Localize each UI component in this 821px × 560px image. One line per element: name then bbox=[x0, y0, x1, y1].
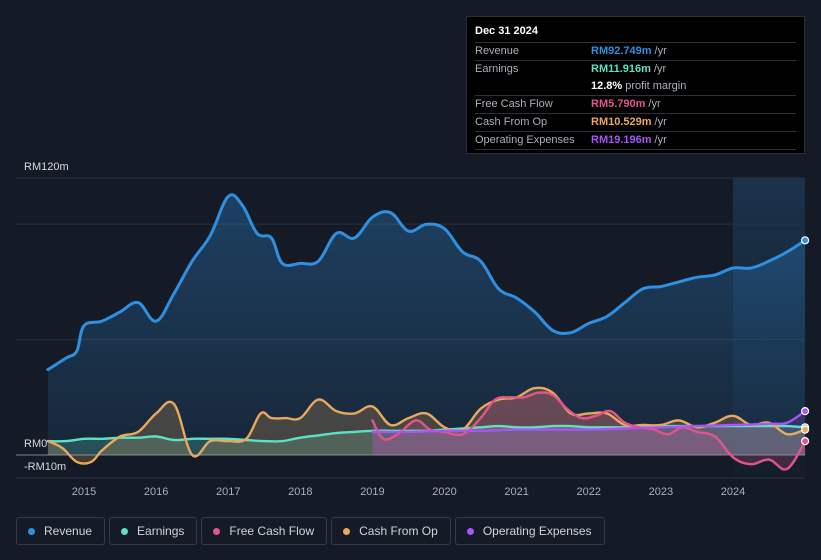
operating-expenses-end-point bbox=[800, 407, 810, 416]
tooltip-row-opex: Operating Expenses RM19.196m /yr bbox=[475, 132, 796, 150]
revenue-area bbox=[47, 194, 806, 455]
tooltip-value: 12.8% bbox=[591, 80, 623, 92]
cash-from-op-line bbox=[46, 386, 807, 465]
revenue-line bbox=[46, 193, 807, 372]
legend-dot-icon bbox=[343, 527, 351, 535]
legend-dot-icon bbox=[466, 527, 474, 535]
tooltip-value: RM92.749m bbox=[591, 45, 652, 57]
free-cash-flow-end-point bbox=[800, 437, 810, 446]
legend-dot-icon bbox=[213, 527, 221, 535]
earnings-area bbox=[47, 425, 806, 455]
tooltip-row-fcf: Free Cash Flow RM5.790m /yr bbox=[475, 96, 796, 114]
legend-dot-icon bbox=[121, 527, 129, 535]
tooltip-unit: /yr bbox=[654, 134, 667, 146]
x-tick-label: 2015 bbox=[72, 486, 96, 498]
x-tick-label: 2016 bbox=[144, 486, 168, 498]
x-tick-label: 2020 bbox=[432, 486, 456, 498]
x-tick-label: 2022 bbox=[577, 486, 601, 498]
tooltip-value: RM11.916m bbox=[591, 63, 651, 75]
legend-label: Revenue bbox=[44, 524, 93, 538]
legend-revenue[interactable]: Revenue bbox=[16, 517, 106, 545]
tooltip-row-earnings: Earnings RM11.916m /yr bbox=[475, 61, 796, 78]
legend-label: Free Cash Flow bbox=[229, 524, 315, 538]
y-tick-label: RM120m bbox=[24, 161, 69, 173]
tooltip-panel: Dec 31 2024 Revenue RM92.749m /yr Earnin… bbox=[466, 16, 805, 154]
x-tick-label: 2019 bbox=[360, 486, 384, 498]
legend-dot-icon bbox=[28, 527, 35, 535]
x-tick-label: 2024 bbox=[721, 486, 745, 498]
x-tick-label: 2023 bbox=[649, 486, 673, 498]
tooltip-unit: /yr bbox=[654, 45, 667, 57]
tooltip-label: Revenue bbox=[475, 45, 520, 57]
operating-expenses-area bbox=[372, 411, 806, 455]
tooltip-unit: /yr bbox=[654, 116, 667, 128]
legend-earnings[interactable]: Earnings bbox=[109, 517, 198, 545]
cash-from-op-end-point bbox=[800, 425, 810, 434]
tooltip-unit: /yr bbox=[653, 63, 667, 75]
legend: Revenue Earnings Free Cash Flow Cash Fro… bbox=[16, 517, 609, 545]
legend-cash-from-op[interactable]: Cash From Op bbox=[331, 517, 451, 545]
tooltip-value: RM5.790m bbox=[591, 98, 646, 110]
x-tick-label: 2017 bbox=[216, 486, 240, 498]
legend-operating-expenses[interactable]: Operating Expenses bbox=[454, 517, 605, 545]
tooltip-label bbox=[475, 78, 591, 95]
operating-expenses-line bbox=[371, 409, 807, 434]
tooltip-unit: /yr bbox=[648, 98, 661, 110]
tooltip-date: Dec 31 2024 bbox=[475, 24, 796, 43]
x-tick-label: 2021 bbox=[504, 486, 528, 498]
tooltip-label: Earnings bbox=[475, 63, 519, 75]
legend-label: Cash From Op bbox=[359, 524, 438, 538]
tooltip-label: Cash From Op bbox=[475, 116, 548, 128]
y-tick-label: -RM10m bbox=[24, 461, 66, 473]
free-cash-flow-area bbox=[372, 392, 806, 470]
tooltip-row-revenue: Revenue RM92.749m /yr bbox=[475, 43, 796, 61]
tooltip-label: Free Cash Flow bbox=[475, 98, 553, 110]
legend-label: Operating Expenses bbox=[482, 524, 592, 538]
tooltip-row-margin: 12.8% profit margin bbox=[475, 78, 796, 96]
tooltip-label: Operating Expenses bbox=[475, 134, 575, 146]
legend-label: Earnings bbox=[137, 524, 185, 538]
tooltip-value: RM19.196m bbox=[591, 134, 652, 146]
x-tick-label: 2018 bbox=[288, 486, 312, 498]
tooltip-unit: profit margin bbox=[625, 80, 687, 92]
tooltip-value: RM10.529m bbox=[591, 116, 652, 128]
legend-free-cash-flow[interactable]: Free Cash Flow bbox=[201, 517, 328, 545]
y-tick-label: RM0 bbox=[24, 438, 47, 450]
revenue-end-point bbox=[800, 236, 810, 245]
tooltip-row-cfo: Cash From Op RM10.529m /yr bbox=[475, 114, 796, 132]
